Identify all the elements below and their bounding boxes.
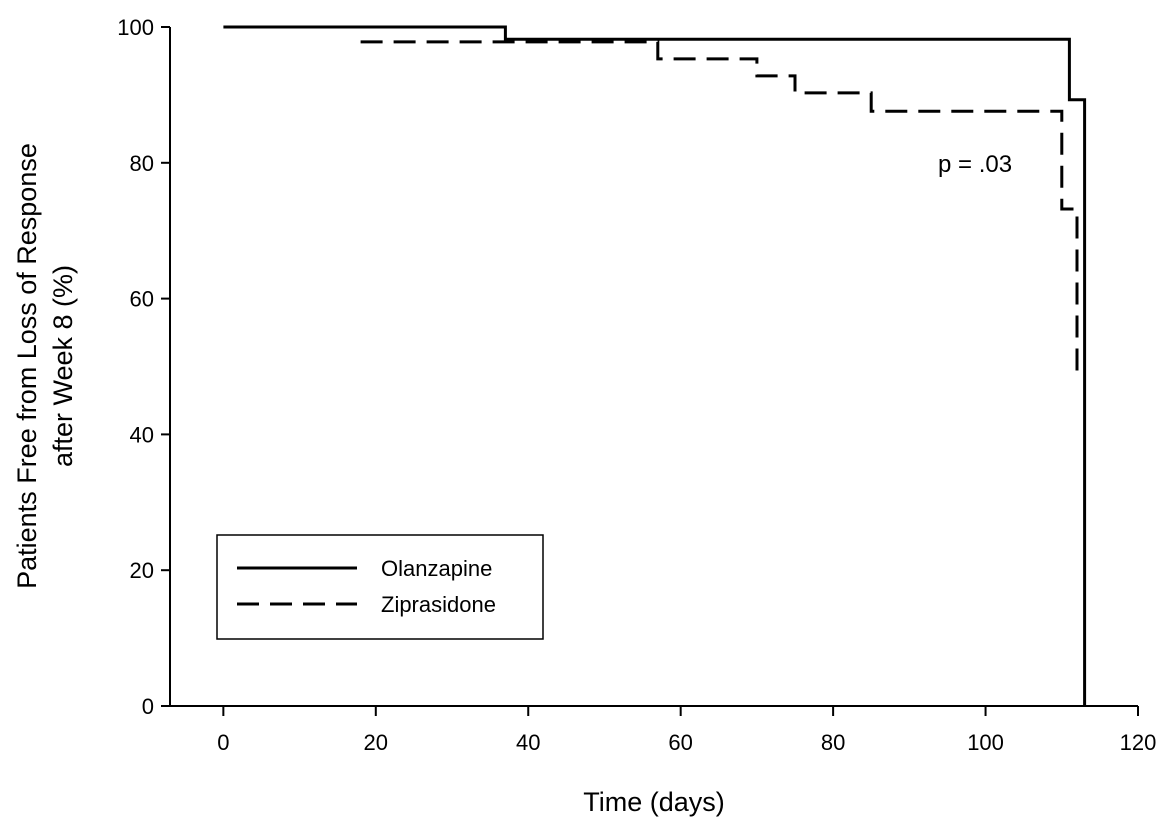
y-tick-label: 0 [142, 694, 154, 719]
x-tick-label: 100 [967, 730, 1004, 755]
legend-label-ziprasidone: Ziprasidone [381, 592, 496, 617]
axes-layer: 0 20 40 60 80 100 0 20 40 60 80 100 120 [117, 15, 1156, 755]
y-axis-title-line1: Patients Free from Loss of Response [12, 143, 42, 589]
legend: Olanzapine Ziprasidone [216, 534, 544, 640]
x-tick-label: 120 [1120, 730, 1157, 755]
x-tick-label: 20 [364, 730, 388, 755]
x-tick-label: 0 [217, 730, 229, 755]
y-tick-label: 60 [130, 287, 154, 312]
x-tick-label: 40 [516, 730, 540, 755]
y-tick-label: 40 [130, 422, 154, 447]
y-tick-label: 80 [130, 151, 154, 176]
y-tick-label: 100 [117, 15, 154, 40]
legend-label-olanzapine: Olanzapine [381, 556, 492, 581]
x-axis-title: Time (days) [583, 787, 725, 817]
series-line-olanzapine [223, 25, 1087, 706]
x-tick-label: 60 [668, 730, 692, 755]
series-line-ziprasidone [360, 40, 1079, 376]
y-axis-title-line2: after Week 8 (%) [48, 265, 78, 467]
y-tick-label: 20 [130, 558, 154, 583]
p-value-annotation: p = .03 [938, 151, 1012, 178]
series-layer [223, 25, 1087, 706]
legend-box [216, 534, 544, 640]
x-tick-label: 80 [821, 730, 845, 755]
